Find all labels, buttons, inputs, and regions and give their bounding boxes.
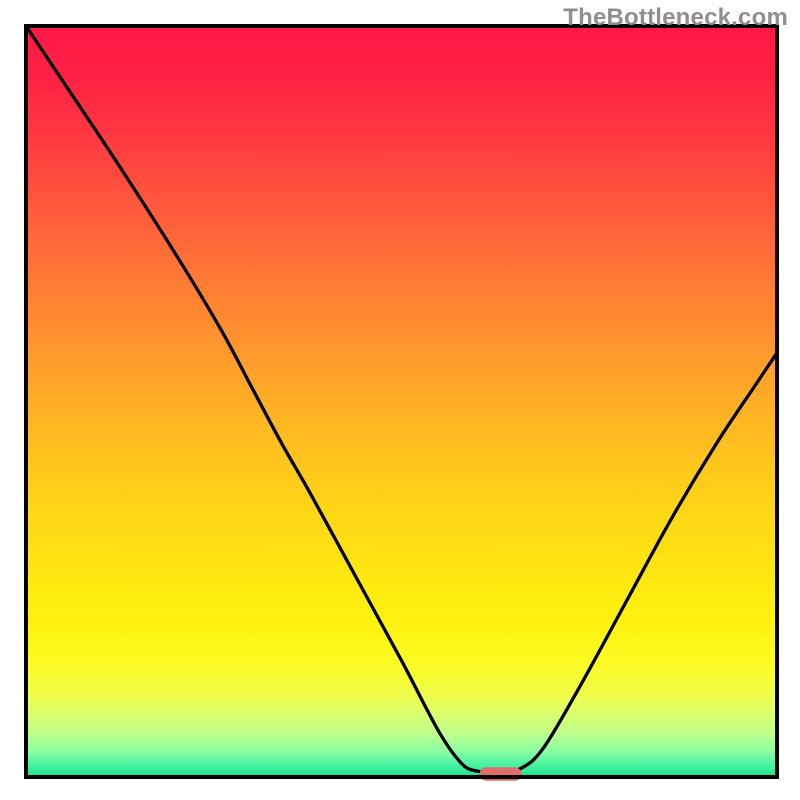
chart-stage: TheBottleneck.com [0, 0, 800, 800]
chart-background [26, 26, 777, 777]
chart-svg [0, 0, 800, 800]
attribution-label: TheBottleneck.com [563, 4, 788, 32]
